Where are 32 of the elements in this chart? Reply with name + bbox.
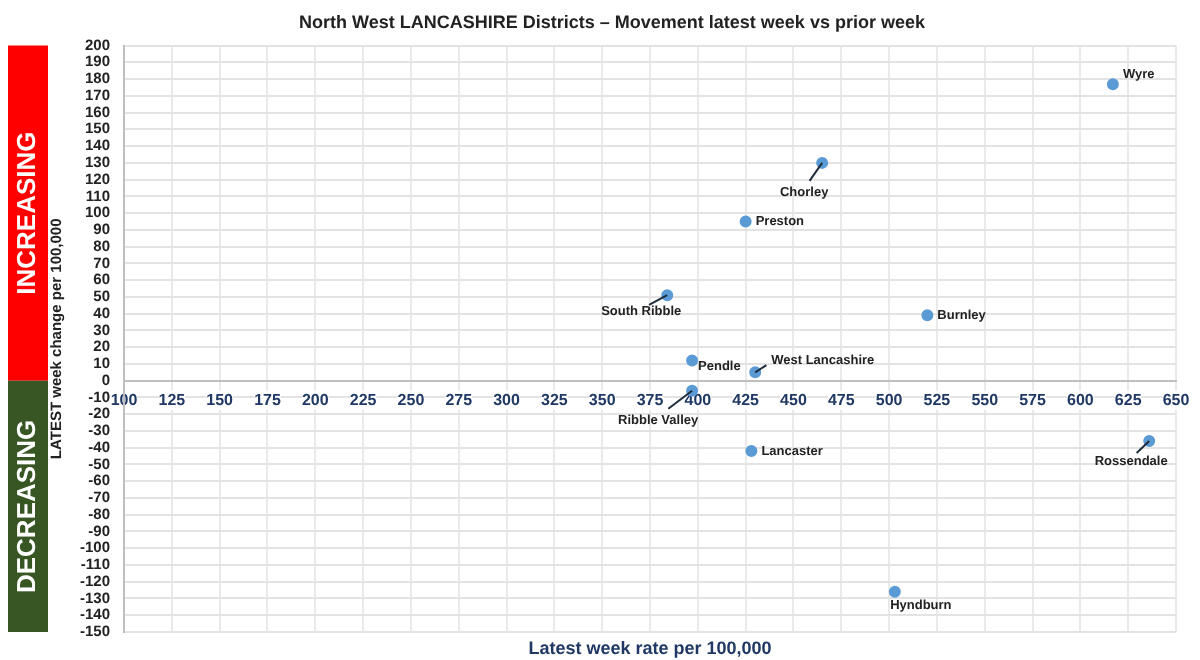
x-tick-label: 175 (254, 390, 282, 409)
x-tick-label: 250 (397, 390, 426, 409)
x-tick-label: 275 (445, 390, 474, 409)
x-tick-label: 525 (923, 390, 952, 409)
x-tick-label: 650 (1162, 390, 1191, 409)
x-tick-label: 450 (780, 390, 808, 409)
point (686, 354, 699, 367)
x-tick-label: 150 (206, 390, 235, 409)
x-axis-title: Latest week rate per 100,000 (528, 637, 772, 658)
x-tick-label: 400 (684, 390, 713, 409)
x-tick-label: 325 (541, 390, 569, 409)
x-tick-label: 475 (827, 390, 856, 409)
point (739, 215, 752, 228)
point (1106, 78, 1119, 91)
point (921, 309, 934, 322)
x-tick-label: 350 (588, 390, 617, 409)
x-tick-label: 200 (301, 390, 330, 409)
x-tick-label: 575 (1019, 390, 1047, 409)
x-tick-label: 625 (1114, 390, 1143, 409)
point (745, 445, 758, 458)
x-tick-label: 550 (971, 390, 1000, 409)
chart-title: North West LANCASHIRE Districts – Movement latest week vs prior week (299, 11, 927, 32)
x-tick-label: 500 (875, 390, 904, 409)
point (888, 585, 901, 598)
x-tick-label: 425 (732, 390, 761, 409)
x-tick-label: 225 (349, 390, 378, 409)
text: DECREASING (11, 419, 42, 594)
x-tick-label: 125 (158, 390, 187, 409)
x-tick-label: 375 (636, 390, 665, 409)
x-tick-label: 600 (1067, 390, 1095, 409)
text: INCREASING (11, 131, 42, 295)
x-tick-label: 300 (493, 390, 521, 409)
